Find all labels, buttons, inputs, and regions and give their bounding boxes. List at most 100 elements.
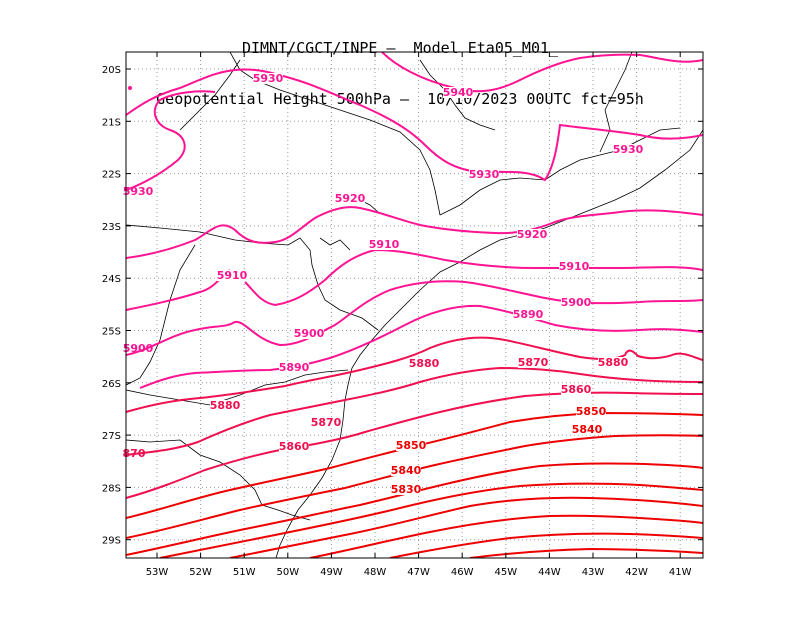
axis-ticks (126, 52, 703, 558)
contour-label: 5880 (598, 356, 629, 369)
contour-line (126, 434, 703, 539)
border-mg-sp (229, 52, 441, 216)
contour-label: 5900 (561, 296, 592, 309)
contour-label-edge: 5930 (123, 185, 154, 198)
contour-line (126, 391, 703, 499)
contour-label-bg (559, 261, 589, 272)
coastline (275, 129, 703, 558)
contour-line (126, 462, 703, 556)
contour-line (244, 248, 703, 307)
lat-label: 20S (102, 65, 121, 76)
contour-label: 5920 (517, 228, 548, 241)
lat-label: 26S (102, 379, 121, 390)
border-paraguay (126, 244, 196, 386)
lon-label: 45W (494, 567, 517, 578)
graticule (126, 52, 703, 558)
contour-line (159, 482, 703, 558)
contour-label-edge: 5900 (123, 342, 154, 355)
lat-label: 28S (102, 483, 121, 494)
lon-label: 47W (407, 567, 430, 578)
contour-label-bg (391, 484, 421, 495)
contour-label-bg (335, 193, 365, 204)
contour-label-bg (279, 362, 309, 373)
river-2 (319, 237, 351, 251)
contour-label: 5870 (311, 416, 342, 429)
lon-label: 50W (276, 567, 299, 578)
contour-label-bg (572, 424, 602, 435)
lat-label: 23S (102, 222, 121, 233)
contour-label-bg (561, 384, 591, 395)
contour-label: 5830 (391, 483, 422, 496)
contour-line (139, 304, 703, 389)
contour-label-bg (391, 465, 421, 476)
contour-line (126, 366, 703, 456)
contour-label-bg (396, 440, 426, 451)
contour-label: 5930 (469, 168, 500, 181)
longitude-labels: 53W 52W 51W 50W 49W 48W 47W 46W 45W 44W 43W 42W 41W (146, 567, 692, 578)
contour-label-bg (598, 357, 628, 368)
contour-line (309, 514, 703, 558)
contour-label: 5910 (217, 269, 248, 282)
contour-label-bg (513, 309, 543, 320)
contour-label-bg (469, 169, 499, 180)
contour-label: 5900 (294, 327, 325, 340)
contour-line (126, 90, 216, 191)
contour-label: 5930 (253, 72, 284, 85)
contour-label: 5860 (279, 440, 310, 453)
contour-label: 5940 (443, 86, 474, 99)
contour-line (126, 206, 703, 259)
contour-label-bg (369, 239, 399, 250)
contour-label-bg (217, 270, 247, 281)
contour-label: 5890 (279, 361, 310, 374)
contour-label: 5910 (369, 238, 400, 251)
contour-line (229, 496, 703, 558)
contour-line (389, 532, 703, 558)
lon-label: 41W (669, 567, 692, 578)
border-mg-rj (439, 127, 681, 216)
contour-label-bg (613, 144, 643, 155)
border-pr-sc (126, 369, 349, 406)
lon-label: 46W (451, 567, 474, 578)
lon-label: 52W (189, 567, 212, 578)
contour-label: 5930 (613, 143, 644, 156)
contour-label: 5880 (409, 357, 440, 370)
contour-line (126, 68, 703, 182)
lon-label: 53W (146, 567, 169, 578)
map-marker (128, 86, 132, 90)
contour-label: 5840 (572, 423, 603, 436)
contour-label: 5840 (391, 464, 422, 477)
contour-label: 5850 (396, 439, 427, 452)
contour-labels: 5940 5930 5930 5930 5920 5920 5910 5910 5910 5900… (123, 72, 644, 496)
lon-label: 49W (320, 567, 343, 578)
contour-line (381, 52, 703, 93)
map-frame (125, 51, 704, 559)
contour-label-bg (518, 357, 548, 368)
lat-label: 27S (102, 431, 121, 442)
contour-label: 5870 (518, 356, 549, 369)
border-sc-rs (126, 439, 311, 521)
lat-label: 21S (102, 117, 121, 128)
contour-label: 5880 (210, 399, 241, 412)
contour-label-bg (253, 73, 283, 84)
contour-label-bg (561, 297, 591, 308)
lon-label: 42W (625, 567, 648, 578)
border-mg-es (599, 52, 633, 153)
contour-label-bg (409, 358, 439, 369)
contour-lines (126, 52, 703, 558)
lon-label: 48W (364, 567, 387, 578)
contour-line (126, 336, 703, 413)
state-borders (126, 52, 703, 558)
lon-label: 43W (582, 567, 605, 578)
contour-label-bg (443, 87, 473, 98)
contour-label: 5860 (561, 383, 592, 396)
contour-label-edge: 870 (123, 447, 146, 460)
lat-label: 25S (102, 327, 121, 338)
contour-label-bg (279, 441, 309, 452)
contour-label: 5850 (576, 405, 607, 418)
contour-label: 5890 (513, 308, 544, 321)
contour-label-bg (210, 400, 240, 411)
lon-label: 51W (233, 567, 256, 578)
contour-label: 5910 (559, 260, 590, 273)
river-1 (419, 59, 496, 131)
